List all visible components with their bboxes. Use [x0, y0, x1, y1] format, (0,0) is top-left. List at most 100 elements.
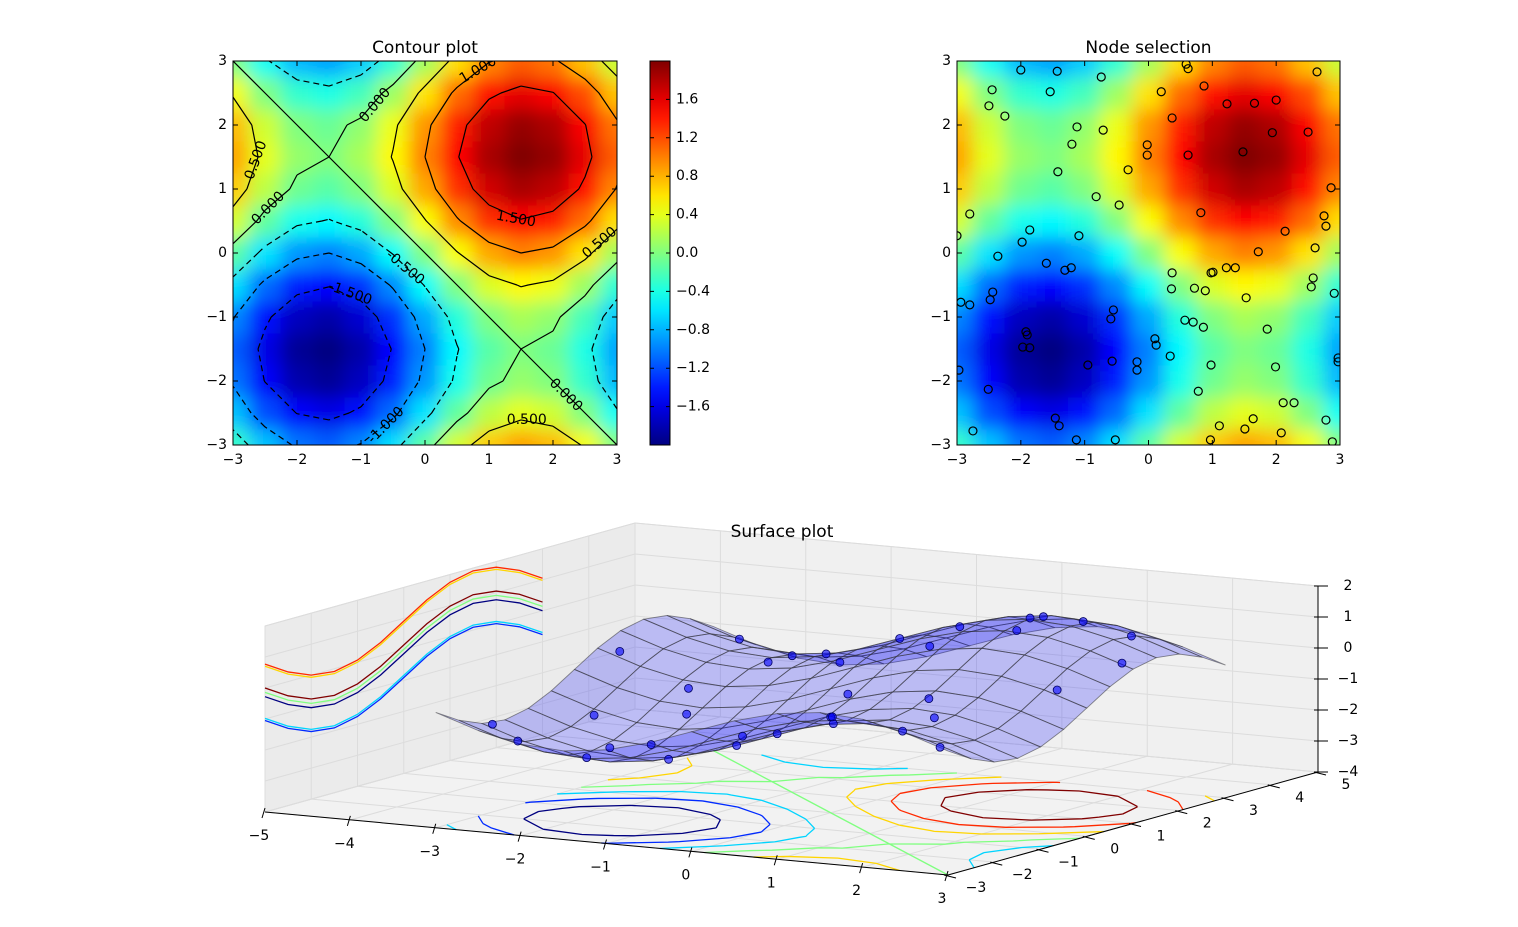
- node-point: [1214, 421, 1224, 431]
- heat-cell: [1004, 396, 1038, 430]
- heat-cell: [957, 332, 974, 366]
- heat-cell: [1195, 300, 1229, 334]
- grid-line: [634, 522, 1319, 587]
- heat-cell: [1100, 204, 1134, 238]
- surface-point: [895, 634, 905, 643]
- heat-cell: [568, 236, 602, 270]
- x-tick-label: −2: [505, 852, 526, 868]
- node-point: [1267, 128, 1277, 138]
- heat-cell: [376, 428, 410, 445]
- heat-cell: [1004, 76, 1038, 110]
- y-tick-label: 0: [942, 245, 951, 261]
- node-point: [984, 101, 994, 111]
- heat-cell: [376, 61, 410, 78]
- heat-cell: [280, 236, 314, 270]
- z-tick-label: 1: [1344, 609, 1353, 625]
- heat-cell: [1227, 61, 1261, 78]
- heat-cell: [1227, 428, 1261, 445]
- heat-cell: [1163, 204, 1197, 238]
- node-point: [983, 384, 993, 394]
- heat-cell: [1132, 204, 1165, 238]
- node-point: [1249, 98, 1260, 108]
- y-tick: [1128, 823, 1142, 827]
- heat-cell: [1291, 300, 1325, 334]
- heat-cell: [280, 268, 314, 302]
- x-tick-label: −4: [334, 836, 355, 852]
- node-point: [1066, 263, 1076, 273]
- y-tick-label: 5: [1342, 777, 1351, 793]
- heat-cell: [1259, 61, 1293, 78]
- heat-cell: [1195, 364, 1229, 398]
- heat-cell: [1323, 268, 1340, 302]
- wall-curve: [264, 568, 543, 678]
- heat-cell: [504, 61, 538, 78]
- surface-point: [732, 741, 742, 750]
- heat-cell: [472, 172, 506, 206]
- surface-point: [1038, 612, 1048, 622]
- heat-cell: [376, 108, 410, 142]
- grid-line: [264, 522, 636, 627]
- node-point: [1196, 208, 1206, 218]
- heat-cell: [1132, 396, 1165, 430]
- x-tick: [773, 855, 778, 866]
- surface-point: [684, 683, 693, 693]
- heat-cell: [1227, 204, 1261, 238]
- heat-cell: [1291, 236, 1325, 270]
- grid-line: [634, 677, 1319, 742]
- heat-cell: [1100, 396, 1134, 430]
- heat-cell: [600, 140, 617, 174]
- x-tick-label: −3: [223, 452, 244, 468]
- heat-cell: [600, 300, 617, 334]
- node-point: [1054, 421, 1064, 431]
- heat-cell: [1259, 300, 1293, 334]
- x-tick-label: 0: [681, 867, 690, 883]
- plot-area: [957, 61, 1340, 445]
- heat-cell: [1291, 428, 1325, 445]
- heat-cell: [344, 140, 378, 174]
- heat-cell: [504, 300, 538, 334]
- heat-cell: [344, 204, 378, 238]
- heat-cell: [376, 332, 410, 366]
- wall-curve: [264, 599, 543, 709]
- node-point: [1183, 150, 1193, 160]
- heat-cell: [504, 268, 538, 302]
- heat-cell: [440, 140, 474, 174]
- heat-cell: [1259, 236, 1293, 270]
- floor-contour: [940, 789, 1139, 821]
- colorbar-tick-label: 1.6: [676, 91, 698, 107]
- surface-point: [682, 709, 692, 719]
- surface-point: [1025, 613, 1035, 623]
- heat-cell: [600, 396, 617, 430]
- heat-cell: [344, 332, 378, 366]
- surface-point: [605, 743, 615, 753]
- heat-cell: [280, 300, 314, 334]
- y-tick: [1175, 810, 1188, 815]
- heat-cell: [1323, 300, 1340, 334]
- heat-cell: [440, 300, 474, 334]
- heat-cell: [408, 204, 442, 238]
- heat-cell: [1291, 76, 1325, 110]
- heat-cell: [1132, 268, 1165, 302]
- contour-label: 1.500: [495, 208, 537, 231]
- surface-point: [738, 731, 747, 741]
- heat-cell: [248, 268, 282, 302]
- node-point: [1114, 200, 1124, 210]
- heat-cell: [312, 204, 346, 238]
- heat-cell: [376, 300, 410, 334]
- node-point: [1074, 231, 1084, 241]
- heat-cell: [1163, 396, 1197, 430]
- node-point: [1142, 150, 1152, 160]
- node-point: [1205, 435, 1216, 445]
- contour-line: [233, 252, 426, 445]
- contour-line: [458, 85, 593, 220]
- heat-cell: [312, 268, 346, 302]
- heat-cell: [312, 172, 346, 206]
- heat-cell: [233, 172, 250, 206]
- y-tick-label: −1: [930, 309, 951, 325]
- node-point: [1123, 165, 1133, 175]
- heat-cell: [1036, 204, 1070, 238]
- heat-cell: [536, 300, 570, 334]
- node-point: [1276, 428, 1286, 438]
- x-axis: [264, 811, 949, 876]
- heat-cell: [1036, 172, 1070, 206]
